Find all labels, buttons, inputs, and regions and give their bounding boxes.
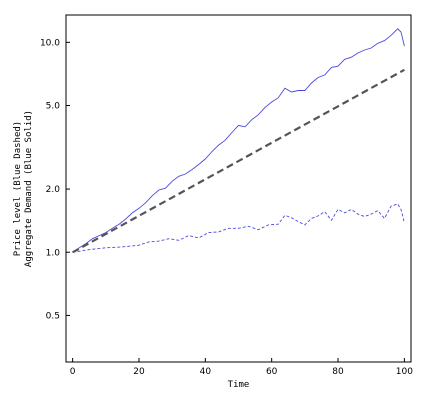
plot-area: [65, 14, 412, 363]
y-tick-label: 2.0: [46, 185, 61, 195]
x-tick-label: 100: [396, 367, 413, 377]
plot-frame: [65, 14, 412, 363]
x-tick-label: 0: [70, 367, 76, 377]
y-axis-title-line-2: Aggregate Demand (Blue Solid): [24, 110, 34, 267]
y-axis: 0.5 1.0 2.0 5.0 10.0: [40, 38, 70, 321]
y-axis-title-line-1: Price level (Blue Dashed): [13, 121, 23, 256]
y-tick-label: 5.0: [46, 102, 61, 112]
y-tick-label: 0.5: [46, 311, 60, 321]
x-axis-title: Time: [228, 380, 250, 390]
x-tick-label: 60: [266, 367, 278, 377]
x-tick-label: 20: [133, 367, 145, 377]
x-tick-label: 80: [332, 367, 344, 377]
aggregate-demand-line: [72, 28, 405, 253]
y-tick-label: 10.0: [40, 38, 60, 48]
x-axis: 0 20 40 60 80 100: [70, 358, 413, 377]
y-tick-label: 1.0: [46, 248, 61, 258]
price-level-line: [72, 203, 405, 253]
x-tick-label: 40: [200, 367, 212, 377]
trend-line: [72, 68, 405, 254]
